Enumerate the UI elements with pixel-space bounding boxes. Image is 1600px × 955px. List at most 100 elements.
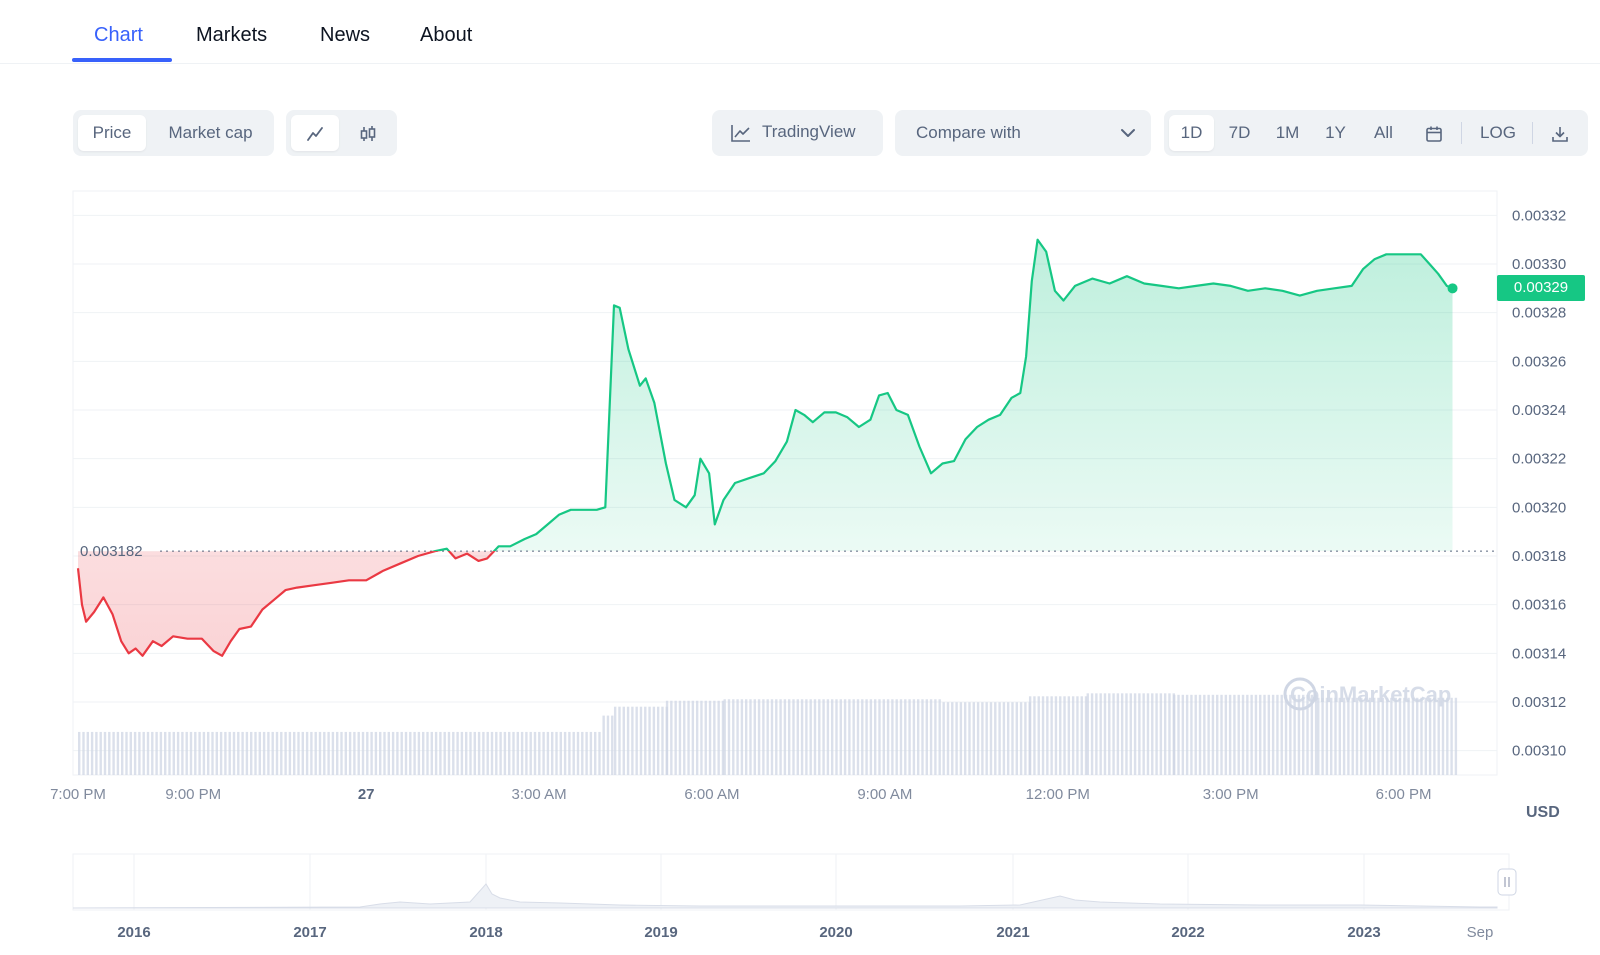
volume-bar bbox=[198, 731, 201, 775]
volume-bar bbox=[78, 731, 81, 775]
range-7d-button[interactable]: 7D bbox=[1228, 123, 1251, 142]
volume-bar bbox=[323, 731, 326, 775]
line-chart-icon bbox=[307, 126, 323, 141]
volume-bar bbox=[1095, 693, 1098, 775]
volume-bar bbox=[687, 700, 690, 775]
price-area-down bbox=[78, 551, 495, 656]
volume-bar bbox=[284, 731, 287, 775]
volume-bar bbox=[1194, 694, 1197, 775]
volume-bar bbox=[1080, 696, 1083, 775]
calendar-button[interactable] bbox=[1414, 115, 1454, 151]
y-tick-label: 0.00322 bbox=[1512, 451, 1566, 468]
volume-bar bbox=[1407, 697, 1410, 775]
candlestick-chart-button[interactable] bbox=[344, 115, 392, 151]
x-tick-label: 6:00 AM bbox=[684, 786, 739, 803]
volume-bar bbox=[1142, 693, 1145, 775]
volume-bar bbox=[691, 700, 695, 775]
volume-bar bbox=[1090, 693, 1094, 775]
volume-bar bbox=[568, 731, 571, 775]
volume-bar bbox=[572, 731, 575, 775]
volume-bar bbox=[99, 731, 102, 775]
volume-bar bbox=[400, 731, 403, 775]
line-chart-button[interactable] bbox=[291, 115, 339, 151]
volume-bar bbox=[1338, 697, 1342, 775]
x-tick-label: 3:00 AM bbox=[512, 786, 567, 803]
range-1y-button[interactable]: 1Y bbox=[1325, 123, 1346, 142]
navigator-handle[interactable] bbox=[1497, 868, 1517, 896]
tab-news[interactable]: News bbox=[320, 24, 371, 46]
volume-bar bbox=[1220, 694, 1223, 775]
volume-bar bbox=[1108, 693, 1111, 775]
volume-bar bbox=[585, 731, 588, 775]
volume-bar bbox=[460, 731, 464, 775]
volume-bar bbox=[211, 731, 214, 775]
price-line-down bbox=[76, 551, 496, 657]
volume-bar bbox=[856, 699, 860, 775]
volume-bar bbox=[852, 699, 855, 775]
volume-bar bbox=[215, 731, 218, 775]
volume-bar bbox=[146, 731, 150, 775]
volume-bar bbox=[1028, 696, 1032, 775]
volume-bar bbox=[865, 699, 868, 775]
volume-bar bbox=[1019, 702, 1023, 775]
volume-bar bbox=[1263, 694, 1266, 775]
volume-bar bbox=[594, 731, 597, 775]
volume-bar bbox=[245, 731, 249, 775]
navigator-frame bbox=[72, 853, 1510, 911]
volume-bar bbox=[327, 731, 330, 775]
volume-bar bbox=[288, 731, 292, 775]
volume-bar bbox=[1006, 702, 1010, 775]
volume-bar bbox=[942, 702, 945, 775]
tradingview-button[interactable]: TradingView bbox=[712, 110, 883, 156]
volume-bar bbox=[1306, 694, 1309, 775]
volume-bar bbox=[1355, 697, 1359, 775]
x-tick-label: 7:00 PM bbox=[50, 786, 106, 803]
volume-bar bbox=[336, 731, 339, 775]
log-scale-button[interactable]: LOG bbox=[1480, 123, 1516, 142]
volume-bar bbox=[848, 699, 851, 775]
volume-bar bbox=[422, 731, 425, 775]
range-navigator[interactable]: 2016 2017 2018 2019 2020 2021 2022 2023 Sep bbox=[0, 850, 1600, 955]
market-cap-toggle-button[interactable]: Market cap bbox=[168, 123, 253, 142]
volume-bar bbox=[1297, 694, 1301, 775]
volume-bar bbox=[370, 731, 373, 775]
navigator-year-label: 2016 bbox=[117, 924, 150, 941]
volume-bar bbox=[998, 702, 1001, 775]
volume-bar bbox=[1321, 697, 1324, 775]
currency-label: USD bbox=[1526, 804, 1560, 821]
volume-bar bbox=[168, 731, 171, 775]
tab-chart[interactable]: Chart bbox=[94, 24, 143, 46]
compare-with-select[interactable]: Compare with bbox=[895, 110, 1151, 156]
volume-bar bbox=[1129, 693, 1132, 775]
volume-bar bbox=[90, 731, 94, 775]
volume-bar bbox=[989, 702, 993, 775]
range-all-button[interactable]: All bbox=[1374, 123, 1393, 142]
tradingview-label: TradingView bbox=[762, 122, 856, 141]
active-tab-indicator bbox=[72, 58, 172, 62]
volume-bar bbox=[348, 731, 352, 775]
volume-bar bbox=[1381, 697, 1385, 775]
price-chart[interactable]: CoinMarketCap 0.003182 0.00310 0.00312 0.0… bbox=[0, 185, 1600, 825]
download-button[interactable] bbox=[1538, 115, 1582, 151]
volume-bar bbox=[1377, 697, 1380, 775]
price-toggle-button[interactable]: Price bbox=[78, 115, 146, 151]
volume-bar bbox=[516, 731, 519, 775]
volume-bar bbox=[775, 699, 778, 775]
volume-bar bbox=[555, 731, 558, 775]
volume-bar bbox=[1433, 697, 1436, 775]
volume-bar bbox=[1071, 696, 1075, 775]
range-1m-button[interactable]: 1M bbox=[1275, 123, 1300, 142]
tab-markets[interactable]: Markets bbox=[196, 24, 268, 46]
volume-bar bbox=[512, 731, 515, 775]
range-1d-button[interactable]: 1D bbox=[1169, 115, 1214, 151]
volume-bar bbox=[95, 731, 98, 775]
volume-bar bbox=[606, 715, 610, 775]
tab-about[interactable]: About bbox=[420, 24, 473, 46]
volume-bar bbox=[1084, 696, 1088, 775]
volume-bar bbox=[1364, 697, 1367, 775]
price-chart-svg[interactable]: CoinMarketCap 0.003182 0.003100.003120.0… bbox=[0, 185, 1600, 825]
volume-bar bbox=[344, 731, 347, 775]
volume-bar bbox=[695, 700, 699, 775]
volume-bar bbox=[713, 700, 716, 775]
volume-bar bbox=[1334, 697, 1337, 775]
